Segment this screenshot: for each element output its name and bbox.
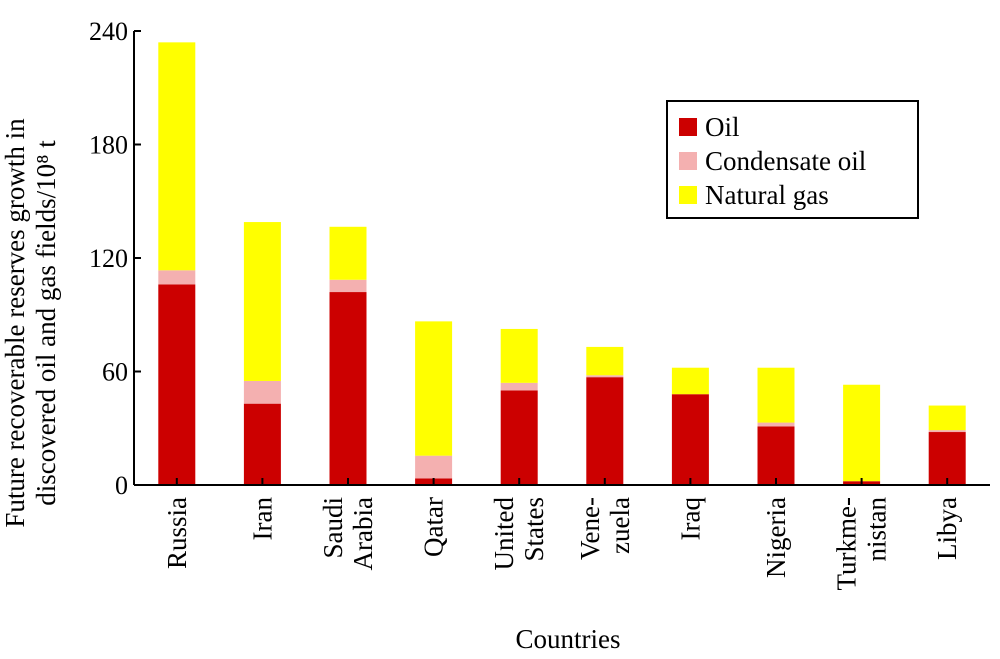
- bar-3-series-2: [415, 321, 453, 456]
- bar-1-series-2: [243, 222, 281, 381]
- legend-swatch-0: [679, 118, 697, 136]
- bar-2-series-0: [329, 292, 367, 485]
- bar-4-series-0: [500, 390, 538, 485]
- x-tick-label-9: Libya: [932, 497, 962, 560]
- legend-box: [666, 100, 919, 219]
- y-tick-label-3: 180: [89, 131, 128, 160]
- bar-0-series-2: [158, 42, 196, 271]
- bar-9-series-2: [928, 405, 966, 431]
- x-tick-label-5-line-1: zuela: [605, 497, 635, 554]
- bar-5-series-1: [586, 375, 624, 378]
- bar-7-series-0: [757, 426, 795, 485]
- x-tick-label-2-line-0: Saudi: [318, 497, 348, 559]
- y-tick-label-0: 0: [115, 471, 128, 500]
- bar-7-series-1: [757, 422, 795, 427]
- axes-group: 0 60 120 180 240: [89, 17, 990, 500]
- bar-6-series-2: [671, 367, 709, 395]
- bar-9-series-0: [928, 432, 966, 485]
- x-tick-label-6: Iraq: [675, 497, 705, 541]
- legend-label-2: Natural gas: [705, 180, 829, 210]
- legend-label-0: Oil: [705, 112, 740, 142]
- x-tick-label-8-line-0: Turkme-: [832, 497, 862, 591]
- x-tick-label-3: Qatar: [419, 497, 449, 557]
- x-axis-label: Countries: [516, 624, 621, 654]
- x-tick-label-7: Nigeria: [761, 497, 791, 578]
- legend-swatch-2: [679, 186, 697, 204]
- bar-1-series-1: [243, 380, 281, 404]
- x-tick-labels: Russia Iran Saudi Arabia Qatar United States Ve…: [162, 497, 962, 591]
- legend: Oil Condensate oil Natural gas: [666, 100, 919, 219]
- bar-5-series-2: [586, 346, 624, 376]
- x-tick-label-1: Iran: [247, 497, 277, 541]
- y-axis-label-line-1: discovered oil and gas fields/10⁸ t: [31, 140, 61, 506]
- bar-7-series-2: [757, 367, 795, 423]
- y-tick-label-2: 120: [89, 244, 128, 273]
- bar-8-series-2: [843, 384, 881, 482]
- x-tick-label-4-line-0: United: [489, 497, 519, 571]
- legend-swatch-1: [679, 152, 697, 170]
- bar-5-series-0: [586, 377, 624, 485]
- x-tick-label-2-line-1: Arabia: [348, 497, 378, 570]
- y-axis-label-line-0: Future recoverable reserves growth in: [0, 118, 30, 528]
- x-tick-label-4-line-1: States: [519, 497, 549, 562]
- bar-6-series-0: [671, 394, 709, 485]
- bar-4-series-2: [500, 328, 538, 383]
- bar-9-series-1: [928, 430, 966, 433]
- y-axis-label: Future recoverable reserves growth in dis…: [0, 118, 61, 528]
- x-tick-label-0: Russia: [162, 497, 192, 569]
- x-tick-label-8-line-1: nistan: [862, 497, 892, 562]
- bar-0-series-0: [158, 284, 196, 485]
- bar-0-series-1: [158, 270, 196, 285]
- bar-3-series-1: [415, 455, 453, 479]
- bar-1-series-0: [243, 403, 281, 485]
- bar-2-series-2: [329, 226, 367, 280]
- bar-4-series-1: [500, 382, 538, 391]
- y-tick-label-1: 60: [102, 358, 128, 387]
- bars-group: [158, 42, 966, 485]
- legend-label-1: Condensate oil: [705, 146, 866, 176]
- bar-2-series-1: [329, 279, 367, 293]
- y-tick-label-4: 240: [89, 17, 128, 46]
- x-tick-label-5-line-0: Vene-: [575, 497, 605, 560]
